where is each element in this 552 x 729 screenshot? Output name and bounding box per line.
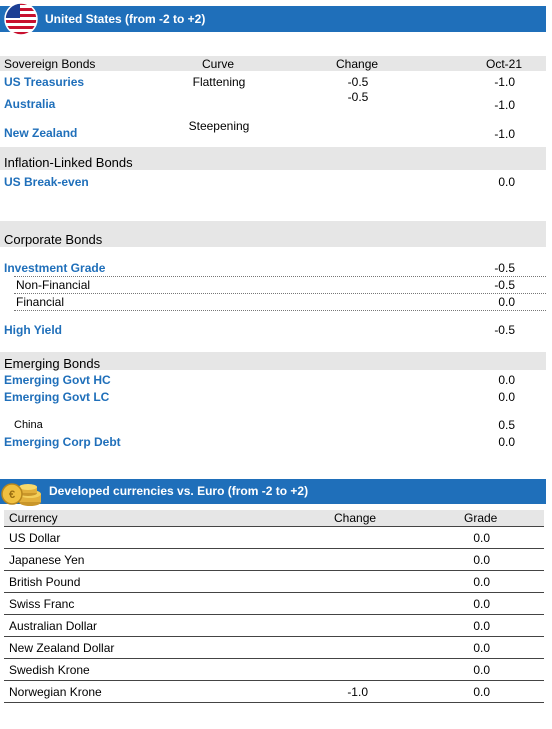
inflation-heading: Inflation-Linked Bonds [4,155,133,170]
emerging-heading: Emerging Bonds [4,356,101,371]
fx-row-grade: 0.0 [473,553,490,567]
fx-row-grade: 0.0 [473,531,490,545]
sovereign-row-curve: Flattening [192,75,246,89]
sovereign-row-curve: Steepening [188,119,250,133]
curve-column-heading: Curve [202,57,235,71]
corporate-row-name: Investment Grade [4,261,106,275]
emerging-row-value: 0.0 [498,373,515,387]
change-column-heading: Change [336,57,379,71]
inflation-row-name: US Break-even [4,175,89,189]
sovereign-row-change: -0.5 [347,75,369,89]
fx-row-name: Australian Dollar [9,619,98,633]
fx-row-grade: 0.0 [473,685,490,699]
fx-row-change: -1.0 [347,685,368,699]
corporate-row-name: High Yield [4,323,63,337]
fx-columns-band [4,510,544,526]
row-divider [14,276,546,277]
sovereign-header-band [0,56,546,71]
row-divider [4,614,544,615]
row-divider [4,702,544,703]
corporate-row-value: 0.0 [498,295,515,309]
emerging-row-value: 0.0 [498,435,515,449]
corporate-band [0,221,546,247]
fx-row-name: Norwegian Krone [9,685,102,699]
sovereign-row-value: -1.0 [494,98,515,112]
inflation-row-value: 0.0 [498,175,515,189]
fx-row-name: Japanese Yen [9,553,85,567]
fx-row-grade: 0.0 [473,575,490,589]
fx-row-grade: 0.0 [473,597,490,611]
corporate-row-value: -0.5 [494,278,515,292]
emerging-row-name: Emerging Govt LC [4,390,110,404]
us-section-header: United States (from -2 to +2) [0,6,546,32]
fx-row-name: US Dollar [9,531,61,545]
emerging-row-value: 0.0 [498,390,515,404]
date-column-heading: Oct-21 [486,57,523,71]
coins-icon: € [1,483,41,506]
fx-header-divider [4,526,544,527]
fx-section-header: Developed currencies vs. Euro (from -2 t… [0,479,546,504]
emerging-row-name: Emerging Corp Debt [4,435,121,449]
fx-row-grade: 0.0 [473,663,490,677]
row-divider [4,658,544,659]
sovereign-row-change: -0.5 [347,90,369,104]
fx-row-name: Swiss Franc [9,597,75,611]
emerging-row-name: Emerging Govt HC [4,373,111,387]
emerging-band [0,352,546,370]
corporate-row-value: -0.5 [494,261,515,275]
emerging-row-value: 0.5 [498,418,515,432]
corporate-row-name: Financial [16,295,65,309]
row-divider [4,570,544,571]
us-section-title: United States (from -2 to +2) [45,12,206,26]
row-divider [4,636,544,637]
sovereign-row-value: -1.0 [494,127,515,141]
fx-row-name: British Pound [9,575,81,589]
corporate-row-value: -0.5 [494,323,515,337]
sovereign-bonds-heading: Sovereign Bonds [4,57,96,71]
emerging-row-name: China [14,419,43,431]
sovereign-row-name: US Treasuries [4,75,85,89]
row-divider [14,310,546,311]
corporate-row-name: Non-Financial [16,278,91,292]
row-divider [4,592,544,593]
fx-row-grade: 0.0 [473,619,490,633]
row-divider [4,680,544,681]
grade-column-heading: Grade [464,511,498,525]
currency-column-heading: Currency [9,511,58,525]
fx-change-column-heading: Change [334,511,377,525]
fx-row-name: New Zealand Dollar [9,641,115,655]
sovereign-row-value: -1.0 [494,75,515,89]
fx-row-name: Swedish Krone [9,663,90,677]
svg-text:€: € [9,489,15,501]
sovereign-row-name: New Zealand [4,126,78,140]
inflation-band [0,147,546,170]
sovereign-row-name: Australia [4,97,56,111]
row-divider [14,293,546,294]
fx-section-title: Developed currencies vs. Euro (from -2 t… [49,484,309,498]
corporate-heading: Corporate Bonds [4,232,103,247]
row-divider [4,548,544,549]
fx-row-grade: 0.0 [473,641,490,655]
us-flag-icon [4,2,38,36]
